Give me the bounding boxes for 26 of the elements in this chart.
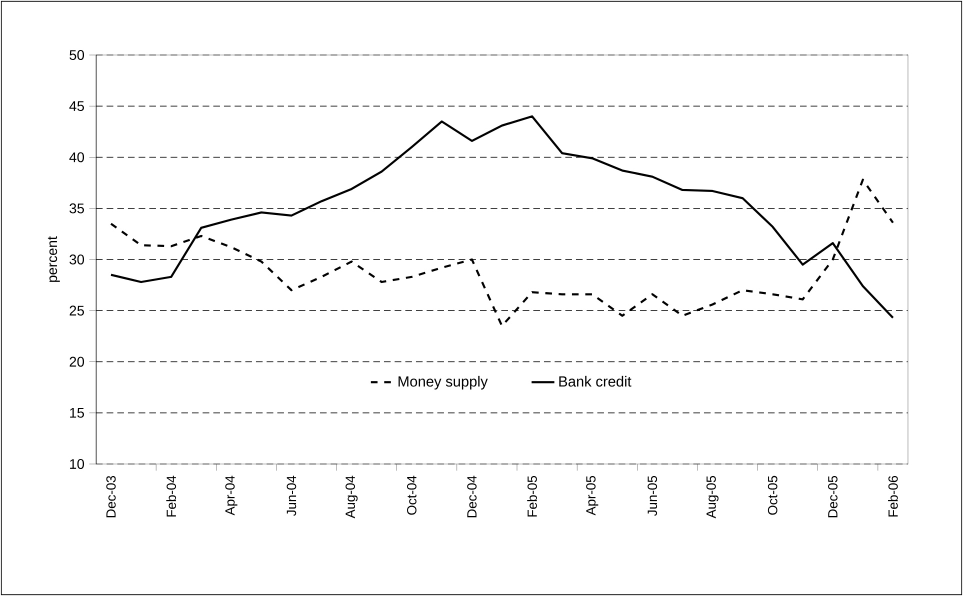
y-axis-title: percent xyxy=(48,236,60,282)
y-tick-label: 15 xyxy=(70,408,84,418)
x-tick-label: Aug-04 xyxy=(346,476,358,518)
x-tick-label: Apr-04 xyxy=(225,476,238,516)
y-tick-label: 30 xyxy=(70,254,84,264)
x-tick-label: Oct-05 xyxy=(768,476,778,515)
y-tick-label: 45 xyxy=(69,101,84,112)
x-tick-label: Oct-04 xyxy=(407,476,416,515)
x-tick-label: Feb-05 xyxy=(527,476,537,517)
legend-label: Bank credit xyxy=(559,376,632,387)
x-tick-label: Feb-04 xyxy=(166,476,176,517)
y-tick-label: 10 xyxy=(70,459,84,469)
y-tick-label: 50 xyxy=(70,50,84,60)
y-tick-label: 40 xyxy=(69,152,84,162)
x-tick-label: Jun-05 xyxy=(648,476,658,516)
y-tick-label: 25 xyxy=(70,306,84,316)
x-tick-label: Feb-06 xyxy=(888,476,898,517)
x-tick-label: Dec-05 xyxy=(828,476,838,518)
x-tick-label: Aug-05 xyxy=(706,476,719,518)
x-tick-label: Apr-05 xyxy=(586,476,598,516)
x-tick-label: Dec-04 xyxy=(467,476,477,518)
y-tick-label: 35 xyxy=(70,203,84,214)
x-tick-label: Dec-03 xyxy=(106,476,116,518)
legend-label: Money supply xyxy=(398,376,488,390)
x-tick-label: Jun-04 xyxy=(286,476,296,516)
y-tick-label: 20 xyxy=(70,356,84,367)
